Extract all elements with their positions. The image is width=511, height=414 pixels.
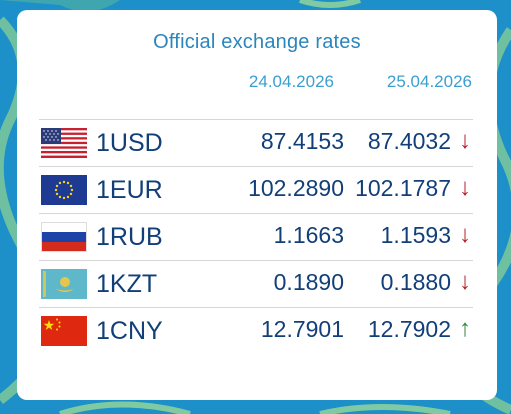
currency-code: 1KZT bbox=[96, 270, 158, 298]
arrow-up-icon: ↑ bbox=[459, 315, 471, 342]
rate-current: 1.1593 bbox=[380, 222, 451, 248]
rate-row-eur: 1EUR 102.2890 102.1787 ↓ bbox=[39, 166, 473, 213]
eu-flag-icon bbox=[41, 175, 87, 205]
rate-previous: 102.2890 bbox=[248, 175, 344, 201]
rate-current: 12.7902 bbox=[367, 316, 451, 342]
arrow-down-icon: ↓ bbox=[459, 221, 471, 248]
widget-title: Official exchange rates bbox=[153, 31, 361, 53]
arrow-down-icon: ↓ bbox=[459, 127, 471, 154]
arrow-down-icon: ↓ bbox=[459, 268, 471, 295]
kazakhstan-flag-icon bbox=[41, 269, 87, 299]
rate-previous: 12.7901 bbox=[260, 316, 344, 342]
currency-code: 1CNY bbox=[96, 317, 163, 345]
rate-row-kzt: 1KZT 0.1890 0.1880 ↓ bbox=[39, 260, 473, 307]
russia-flag-icon bbox=[41, 222, 87, 252]
exchange-rates-card: Official exchange rates 24.04.2026 25.04… bbox=[17, 10, 497, 400]
rate-row-cny: 1CNY 12.7901 12.7902 ↑ bbox=[39, 307, 473, 354]
currency-code: 1EUR bbox=[96, 176, 163, 204]
rate-previous: 87.4153 bbox=[260, 128, 344, 154]
rate-current: 102.1787 bbox=[355, 175, 451, 201]
rate-previous: 0.1890 bbox=[273, 269, 344, 295]
rate-row-usd: 1USD 87.4153 87.4032 ↓ bbox=[39, 119, 473, 166]
date-current: 25.04.2026 bbox=[386, 72, 472, 91]
currency-code: 1RUB bbox=[96, 223, 163, 251]
currency-code: 1USD bbox=[96, 129, 163, 157]
rate-current: 0.1880 bbox=[380, 269, 451, 295]
usa-flag-icon bbox=[41, 128, 87, 158]
arrow-down-icon: ↓ bbox=[459, 174, 471, 201]
rate-row-rub: 1RUB 1.1663 1.1593 ↓ bbox=[39, 213, 473, 260]
china-flag-icon bbox=[41, 316, 87, 346]
rate-current: 87.4032 bbox=[367, 128, 451, 154]
rate-previous: 1.1663 bbox=[273, 222, 344, 248]
rates-table: 1USD 87.4153 87.4032 ↓ 1EUR 102.2890 bbox=[39, 119, 473, 354]
date-previous: 24.04.2026 bbox=[248, 72, 334, 91]
